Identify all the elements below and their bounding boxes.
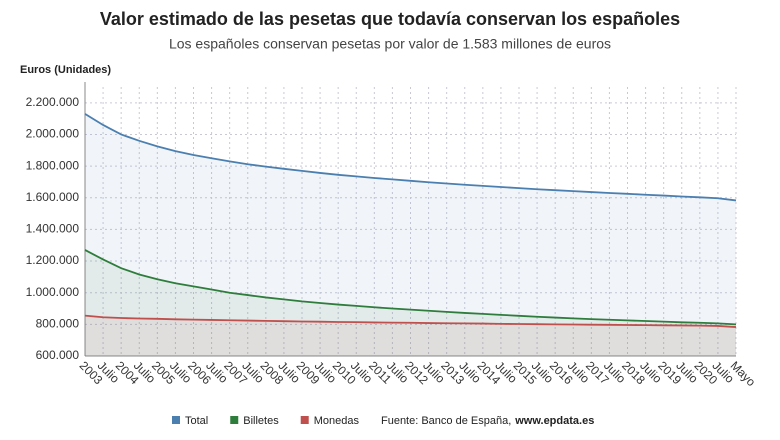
legend-swatch	[300, 416, 309, 424]
area-fill	[85, 315, 736, 356]
y-tick-label: 1.400.000	[26, 222, 80, 236]
legend-swatch	[230, 416, 239, 424]
legend-swatch	[172, 416, 180, 424]
y-axis-label: Euros (Unidades)	[20, 64, 111, 76]
source-link[interactable]: www.epdata.es	[514, 415, 594, 427]
area-fill	[85, 249, 736, 356]
y-tick-label: 1.200.000	[26, 253, 80, 267]
legend: Total Billetes Monedas	[172, 415, 359, 427]
y-tick-label: 2.000.000	[26, 127, 80, 141]
line	[84, 249, 737, 326]
chart-title: Valor estimado de las pesetas que todaví…	[100, 9, 680, 29]
line	[84, 314, 737, 328]
legend-label: Billetes	[243, 415, 279, 427]
legend-label: Monedas	[314, 415, 360, 427]
chart-subtitle: Los españoles conservan pesetas por valo…	[169, 36, 611, 52]
y-tick-label: 1.600.000	[26, 190, 80, 204]
y-tick-label: 1.000.000	[26, 285, 80, 299]
y-tick-label: 600.000	[36, 348, 80, 362]
y-tick-label: 800.000	[36, 317, 80, 331]
line	[84, 113, 737, 202]
source-label: Fuente: Banco de España,	[381, 415, 511, 427]
legend-label: Total	[185, 415, 208, 427]
y-tick-label: 2.200.000	[26, 95, 80, 109]
plot-area: 600.000 800.000 1.000.000 1.200.000 1.400.00…	[26, 82, 759, 389]
y-tick-label: 1.800.000	[26, 158, 80, 172]
